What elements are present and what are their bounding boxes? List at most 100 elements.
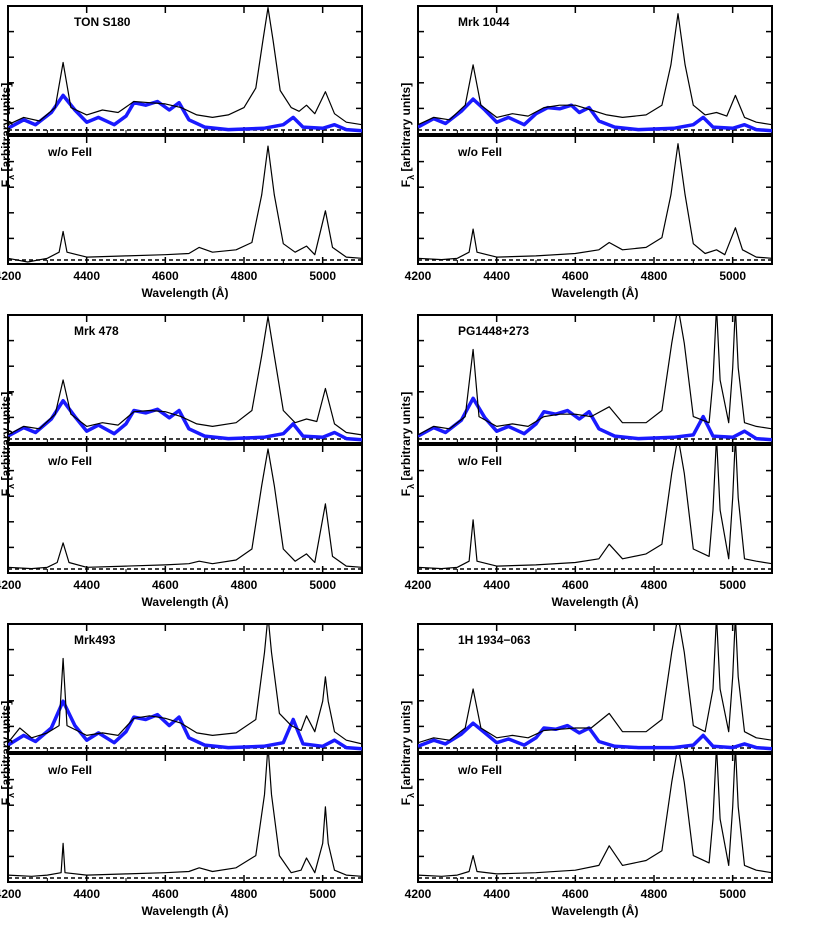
observed-spectrum-line xyxy=(418,624,772,744)
object-name-label: 1H 1934−063 xyxy=(458,633,531,647)
panel-4: Mrk493 w/o FeII 4200 4400 4600 4800 5000 Wavele… xyxy=(0,623,363,918)
x-tick-label: 4800 xyxy=(231,887,258,901)
object-name-label: TON S180 xyxy=(74,15,131,29)
fe-template-line xyxy=(8,699,362,751)
x-tick-label: 4400 xyxy=(73,887,100,901)
panel-3: PG1448+273 w/o FeII 4200 4400 4600 4800 5000 Wa… xyxy=(399,314,773,609)
y-axis-title-subscript: λ xyxy=(406,175,416,180)
x-tick-label: 4400 xyxy=(73,269,100,283)
x-axis-title: Wavelength (Å) xyxy=(552,594,639,609)
y-axis-title-subscript: λ xyxy=(406,484,416,489)
panel-2: Mrk 478 w/o FeII 4200 4400 4600 4800 5000 Wavel… xyxy=(0,314,363,609)
x-tick-label: 4600 xyxy=(562,578,589,592)
x-tick-label: 4200 xyxy=(0,269,22,283)
x-tick-label: 4800 xyxy=(231,578,258,592)
subpanel-top: PG1448+273 xyxy=(417,314,773,444)
x-axis-title: Wavelength (Å) xyxy=(142,594,229,609)
subpanel-top: Mrk493 xyxy=(7,623,363,753)
y-axis-title-rest: [arbitrary units] xyxy=(399,701,413,793)
object-name-label: Mrk 1044 xyxy=(458,15,510,29)
without-feii-label: w/o FeII xyxy=(47,454,92,468)
x-tick-label: 4600 xyxy=(562,269,589,283)
y-axis-title-main: F xyxy=(0,798,13,805)
fe-template-line xyxy=(418,97,772,133)
y-axis-title-main: F xyxy=(399,798,413,805)
object-name-label: Mrk 478 xyxy=(74,324,119,338)
observed-spectrum-line xyxy=(8,145,362,263)
x-axis-title: Wavelength (Å) xyxy=(552,285,639,300)
fe-template-line xyxy=(418,396,772,442)
subpanel-frame xyxy=(7,753,363,883)
x-tick-label: 5000 xyxy=(309,578,336,592)
y-axis-title-rest: [arbitrary units] xyxy=(0,701,13,793)
observed-spectrum-line xyxy=(418,13,772,126)
y-axis-title-main: F xyxy=(0,489,13,496)
subpanel-top: 1H 1934−063 xyxy=(417,623,773,753)
x-tick-label: 4800 xyxy=(641,578,668,592)
subpanel-bottom: w/o FeII xyxy=(7,444,363,574)
y-axis-title-rest: [arbitrary units] xyxy=(399,392,413,484)
without-feii-label: w/o FeII xyxy=(457,145,502,159)
observed-spectrum-line xyxy=(8,316,362,436)
y-axis-title-main: F xyxy=(0,180,13,187)
y-axis-title: Fλ [arbitrary units] xyxy=(399,701,416,805)
panel-0: TON S180 w/o FeII 4200 4400 4600 4800 5000 Wave… xyxy=(0,5,363,300)
x-tick-label: 4600 xyxy=(152,269,179,283)
y-axis-title: Fλ [arbitrary units] xyxy=(0,392,16,496)
y-axis-title-rest: [arbitrary units] xyxy=(0,392,13,484)
fe-template-line xyxy=(8,93,362,133)
x-tick-label: 4200 xyxy=(405,887,432,901)
x-tick-label: 4200 xyxy=(405,578,432,592)
x-tick-label: 4800 xyxy=(641,269,668,283)
subpanel-frame xyxy=(7,444,363,574)
y-axis-title-rest: [arbitrary units] xyxy=(0,83,13,175)
without-feii-label: w/o FeII xyxy=(47,145,92,159)
x-axis-title: Wavelength (Å) xyxy=(142,903,229,918)
y-axis-title-subscript: λ xyxy=(406,793,416,798)
subpanel-frame xyxy=(7,135,363,265)
panel-5: 1H 1934−063 w/o FeII 4200 4400 4600 4800 5000 W… xyxy=(399,623,773,918)
x-tick-label: 4800 xyxy=(641,887,668,901)
x-tick-label: 4200 xyxy=(0,578,22,592)
x-tick-label: 4400 xyxy=(483,578,510,592)
x-tick-label: 5000 xyxy=(719,269,746,283)
subpanel-top: Mrk 1044 xyxy=(417,5,773,135)
subpanel-bottom: w/o FeII xyxy=(7,135,363,265)
observed-spectrum-line xyxy=(8,448,362,570)
x-tick-label: 5000 xyxy=(719,578,746,592)
subpanel-frame xyxy=(7,623,363,753)
observed-spectrum-line xyxy=(418,315,772,436)
subpanel-frame xyxy=(7,314,363,444)
subpanel-frame xyxy=(417,444,773,574)
x-tick-label: 4200 xyxy=(0,887,22,901)
x-axis-title: Wavelength (Å) xyxy=(552,903,639,918)
x-tick-label: 4600 xyxy=(152,887,179,901)
x-tick-label: 5000 xyxy=(719,887,746,901)
subpanel-frame xyxy=(417,623,773,753)
observed-spectrum-line xyxy=(8,754,362,877)
x-tick-label: 4600 xyxy=(152,578,179,592)
x-tick-label: 5000 xyxy=(309,269,336,283)
object-name-label: Mrk493 xyxy=(74,633,116,647)
x-tick-label: 4200 xyxy=(405,269,432,283)
y-axis-title: Fλ [arbitrary units] xyxy=(399,83,416,187)
y-axis-title-subscript: λ xyxy=(6,484,16,489)
panel-1: Mrk 1044 w/o FeII 4200 4400 4600 4800 5000 Wave… xyxy=(399,5,773,300)
x-tick-label: 4400 xyxy=(73,578,100,592)
fe-template-line xyxy=(418,721,772,751)
subpanel-frame xyxy=(7,5,363,135)
subpanel-bottom: w/o FeII xyxy=(417,135,773,265)
subpanel-top: Mrk 478 xyxy=(7,314,363,444)
y-axis-title: Fλ [arbitrary units] xyxy=(399,392,416,496)
subpanel-frame xyxy=(417,5,773,135)
subpanel-bottom: w/o FeII xyxy=(7,753,363,883)
y-axis-title-subscript: λ xyxy=(6,793,16,798)
observed-spectrum-line xyxy=(8,6,362,126)
without-feii-label: w/o FeII xyxy=(457,454,502,468)
subpanel-frame xyxy=(417,314,773,444)
subpanel-bottom: w/o FeII xyxy=(417,444,773,574)
subpanel-top: TON S180 xyxy=(7,5,363,135)
y-axis-title: Fλ [arbitrary units] xyxy=(0,701,16,805)
subpanel-frame xyxy=(417,753,773,883)
